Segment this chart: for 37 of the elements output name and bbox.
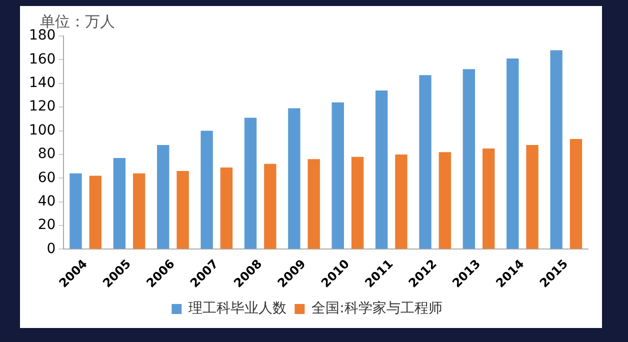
bar xyxy=(70,173,82,249)
y-tick-label: 180 xyxy=(28,28,56,44)
bar xyxy=(220,167,233,249)
bar xyxy=(482,148,495,249)
y-tick-label: 100 xyxy=(28,122,56,138)
legend-label: 全国:科学家与工程师 xyxy=(312,300,442,317)
bar xyxy=(176,171,189,249)
bar xyxy=(132,173,146,249)
bar xyxy=(526,144,538,249)
bar xyxy=(113,158,126,249)
bar xyxy=(375,90,388,249)
bar xyxy=(462,69,476,249)
bar xyxy=(264,164,276,249)
y-tick-label: 20 xyxy=(38,217,56,234)
bar xyxy=(244,118,257,249)
y-tick-label: 120 xyxy=(28,98,56,115)
bar xyxy=(419,75,432,249)
bar xyxy=(395,154,408,249)
y-tick-label: 160 xyxy=(28,51,56,68)
y-tick-label: 60 xyxy=(38,170,56,186)
y-axis-title: 单位：万人 xyxy=(40,12,115,30)
bar xyxy=(351,156,364,249)
bar xyxy=(288,108,300,249)
bar xyxy=(157,144,170,249)
bar xyxy=(332,102,344,249)
bar xyxy=(200,130,213,249)
bar xyxy=(308,159,320,249)
bar xyxy=(438,152,452,249)
bar xyxy=(89,176,102,249)
legend-label: 理工科毕业人数 xyxy=(188,300,287,317)
bar xyxy=(570,139,582,249)
y-tick-label: 40 xyxy=(38,193,56,210)
y-tick-label: 80 xyxy=(38,146,56,162)
y-tick-label: 0 xyxy=(46,240,56,257)
bar xyxy=(506,58,519,249)
bar xyxy=(550,50,562,249)
y-tick-label: 140 xyxy=(28,75,56,92)
